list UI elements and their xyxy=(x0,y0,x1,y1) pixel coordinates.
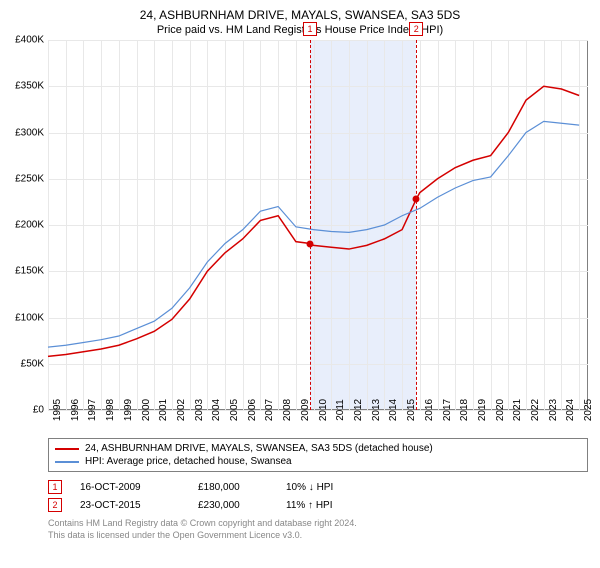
y-tick-label: £150K xyxy=(15,266,48,277)
sale-date: 23-OCT-2015 xyxy=(80,500,180,511)
marker-box: 2 xyxy=(409,22,423,36)
footer: Contains HM Land Registry data © Crown c… xyxy=(48,518,588,541)
legend-label: 24, ASHBURNHAM DRIVE, MAYALS, SWANSEA, S… xyxy=(85,443,433,454)
chart-container: 24, ASHBURNHAM DRIVE, MAYALS, SWANSEA, S… xyxy=(0,8,600,568)
sale-row: 2 23-OCT-2015 £230,000 11% ↑ HPI xyxy=(48,496,588,514)
chart-subtitle: Price paid vs. HM Land Registry's House … xyxy=(0,24,600,36)
sale-price: £230,000 xyxy=(198,500,268,511)
legend-swatch xyxy=(55,448,79,450)
legend-item: 24, ASHBURNHAM DRIVE, MAYALS, SWANSEA, S… xyxy=(55,442,581,455)
marker-dot xyxy=(307,240,314,247)
sale-date: 16-OCT-2009 xyxy=(80,482,180,493)
marker-dot xyxy=(413,196,420,203)
footer-line-1: Contains HM Land Registry data © Crown c… xyxy=(48,518,588,530)
y-tick-label: £0 xyxy=(33,405,48,416)
legend: 24, ASHBURNHAM DRIVE, MAYALS, SWANSEA, S… xyxy=(48,438,588,472)
legend-swatch xyxy=(55,461,79,463)
sale-rows: 1 16-OCT-2009 £180,000 10% ↓ HPI 2 23-OCT-201… xyxy=(48,478,588,514)
y-tick-label: £200K xyxy=(15,220,48,231)
sale-marker-box: 1 xyxy=(48,480,62,494)
marker-box: 1 xyxy=(303,22,317,36)
chart-title: 24, ASHBURNHAM DRIVE, MAYALS, SWANSEA, S… xyxy=(0,8,600,22)
sale-hpi: 10% ↓ HPI xyxy=(286,482,333,493)
y-tick-label: £50K xyxy=(21,358,48,369)
sale-marker-box: 2 xyxy=(48,498,62,512)
y-tick-label: £400K xyxy=(15,35,48,46)
y-tick-label: £100K xyxy=(15,312,48,323)
y-tick-label: £300K xyxy=(15,127,48,138)
line-plot xyxy=(48,40,588,410)
series-hpi xyxy=(48,121,579,347)
series-property xyxy=(48,86,579,356)
sale-price: £180,000 xyxy=(198,482,268,493)
footer-line-2: This data is licensed under the Open Gov… xyxy=(48,530,588,542)
legend-item: HPI: Average price, detached house, Swan… xyxy=(55,455,581,468)
sale-row: 1 16-OCT-2009 £180,000 10% ↓ HPI xyxy=(48,478,588,496)
legend-label: HPI: Average price, detached house, Swan… xyxy=(85,456,292,467)
y-tick-label: £250K xyxy=(15,173,48,184)
marker-line xyxy=(310,40,311,410)
chart-plot-area: £0£50K£100K£150K£200K£250K£300K£350K£400… xyxy=(48,40,588,410)
marker-line xyxy=(416,40,417,410)
sale-hpi: 11% ↑ HPI xyxy=(286,500,333,511)
y-tick-label: £350K xyxy=(15,81,48,92)
